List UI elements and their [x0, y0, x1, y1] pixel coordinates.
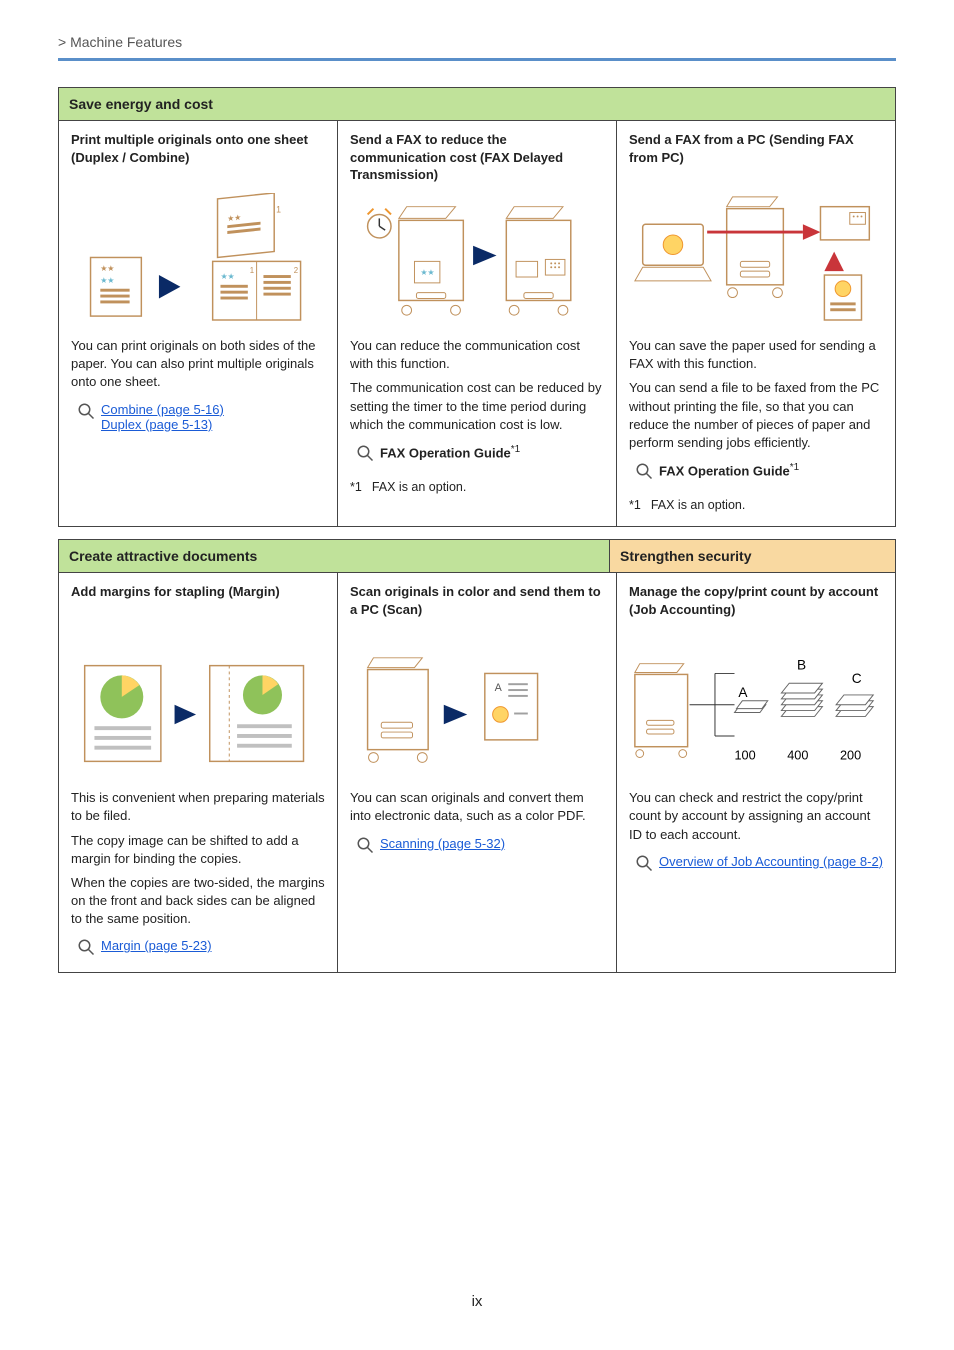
- feature-desc: The copy image can be shifted to add a m…: [71, 832, 325, 868]
- magnifier-icon: [356, 444, 374, 462]
- header-rule: [58, 58, 896, 61]
- illustration-accounting: A 100 B 400: [629, 643, 883, 783]
- svg-text:★★: ★★: [100, 275, 114, 284]
- feature-title: Send a FAX to reduce the communication c…: [350, 131, 604, 185]
- breadcrumb: > Machine Features: [58, 34, 896, 50]
- guide-label: FAX Operation Guide: [659, 463, 790, 478]
- feature-title: Print multiple originals onto one sheet …: [71, 131, 325, 185]
- link-combine[interactable]: Combine (page 5-16): [101, 402, 224, 417]
- link-margin[interactable]: Margin (page 5-23): [101, 938, 212, 953]
- feature-job-accounting: Manage the copy/print count by account (…: [617, 573, 895, 972]
- feature-desc: You can print originals on both sides of…: [71, 337, 325, 392]
- section-header-documents: Create attractive documents: [59, 540, 610, 572]
- svg-text:A: A: [738, 685, 748, 700]
- reference-block: FAX Operation Guide*1: [356, 444, 604, 462]
- magnifier-icon: [356, 836, 374, 854]
- illustration-scan: A: [350, 643, 604, 783]
- illustration-duplex: ★★ ★★ ★★ 1: [71, 191, 325, 331]
- magnifier-icon: [635, 462, 653, 480]
- feature-desc: You can reduce the communication cost wi…: [350, 337, 604, 373]
- svg-text:★★: ★★: [227, 212, 241, 222]
- feature-desc: You can send a file to be faxed from the…: [629, 379, 883, 452]
- feature-desc: When the copies are two-sided, the margi…: [71, 874, 325, 929]
- guide-label: FAX Operation Guide: [380, 445, 511, 460]
- link-job-accounting[interactable]: Overview of Job Accounting (page 8-2): [659, 854, 883, 869]
- svg-text:1: 1: [250, 266, 254, 275]
- svg-text:2: 2: [294, 266, 298, 275]
- feature-fax-delayed: Send a FAX to reduce the communication c…: [338, 121, 617, 526]
- guide-sup: *1: [790, 462, 799, 473]
- svg-text:100: 100: [735, 748, 756, 762]
- feature-desc: You can scan originals and convert them …: [350, 789, 604, 825]
- section-save-energy: Save energy and cost Print multiple orig…: [58, 87, 896, 527]
- magnifier-icon: [77, 938, 95, 956]
- feature-desc: You can save the paper used for sending …: [629, 337, 883, 373]
- magnifier-icon: [635, 854, 653, 872]
- illustration-fax-pc: [629, 191, 883, 331]
- feature-desc: You can check and restrict the copy/prin…: [629, 789, 883, 844]
- link-duplex[interactable]: Duplex (page 5-13): [101, 417, 224, 432]
- footnote: *1FAX is an option.: [629, 498, 883, 512]
- link-scanning[interactable]: Scanning (page 5-32): [380, 836, 505, 851]
- feature-desc: This is convenient when preparing materi…: [71, 789, 325, 825]
- section-header-security: Strengthen security: [610, 540, 895, 572]
- illustration-fax-delay: ★★: [350, 191, 604, 331]
- reference-block: Overview of Job Accounting (page 8-2): [635, 854, 883, 872]
- feature-fax-from-pc: Send a FAX from a PC (Sending FAX from P…: [617, 121, 895, 526]
- feature-duplex-combine: Print multiple originals onto one sheet …: [59, 121, 338, 526]
- svg-text:200: 200: [840, 748, 861, 762]
- svg-text:★★: ★★: [100, 264, 114, 273]
- feature-title: Manage the copy/print count by account (…: [629, 583, 883, 637]
- feature-title: Scan originals in color and send them to…: [350, 583, 604, 637]
- feature-margin: Add margins for stapling (Margin): [59, 573, 338, 972]
- svg-text:1: 1: [276, 204, 281, 214]
- feature-title: Add margins for stapling (Margin): [71, 583, 325, 637]
- section-documents-security: Create attractive documents Strengthen s…: [58, 539, 896, 973]
- footnote: *1FAX is an option.: [350, 480, 604, 494]
- reference-block: FAX Operation Guide*1: [635, 462, 883, 480]
- feature-title: Send a FAX from a PC (Sending FAX from P…: [629, 131, 883, 185]
- svg-text:★★: ★★: [420, 268, 434, 277]
- feature-scan: Scan originals in color and send them to…: [338, 573, 617, 972]
- page-number: ix: [58, 1293, 896, 1310]
- reference-block: Margin (page 5-23): [77, 938, 325, 956]
- svg-text:B: B: [797, 657, 806, 672]
- reference-block: Combine (page 5-16) Duplex (page 5-13): [77, 402, 325, 432]
- svg-text:400: 400: [787, 748, 808, 762]
- feature-desc: The communication cost can be reduced by…: [350, 379, 604, 434]
- svg-text:C: C: [852, 671, 862, 686]
- svg-text:★★: ★★: [220, 272, 234, 281]
- section-header-energy: Save energy and cost: [59, 88, 895, 121]
- reference-block: Scanning (page 5-32): [356, 836, 604, 854]
- illustration-margin: [71, 643, 325, 783]
- magnifier-icon: [77, 402, 95, 420]
- svg-text:A: A: [495, 682, 503, 694]
- guide-sup: *1: [511, 444, 520, 455]
